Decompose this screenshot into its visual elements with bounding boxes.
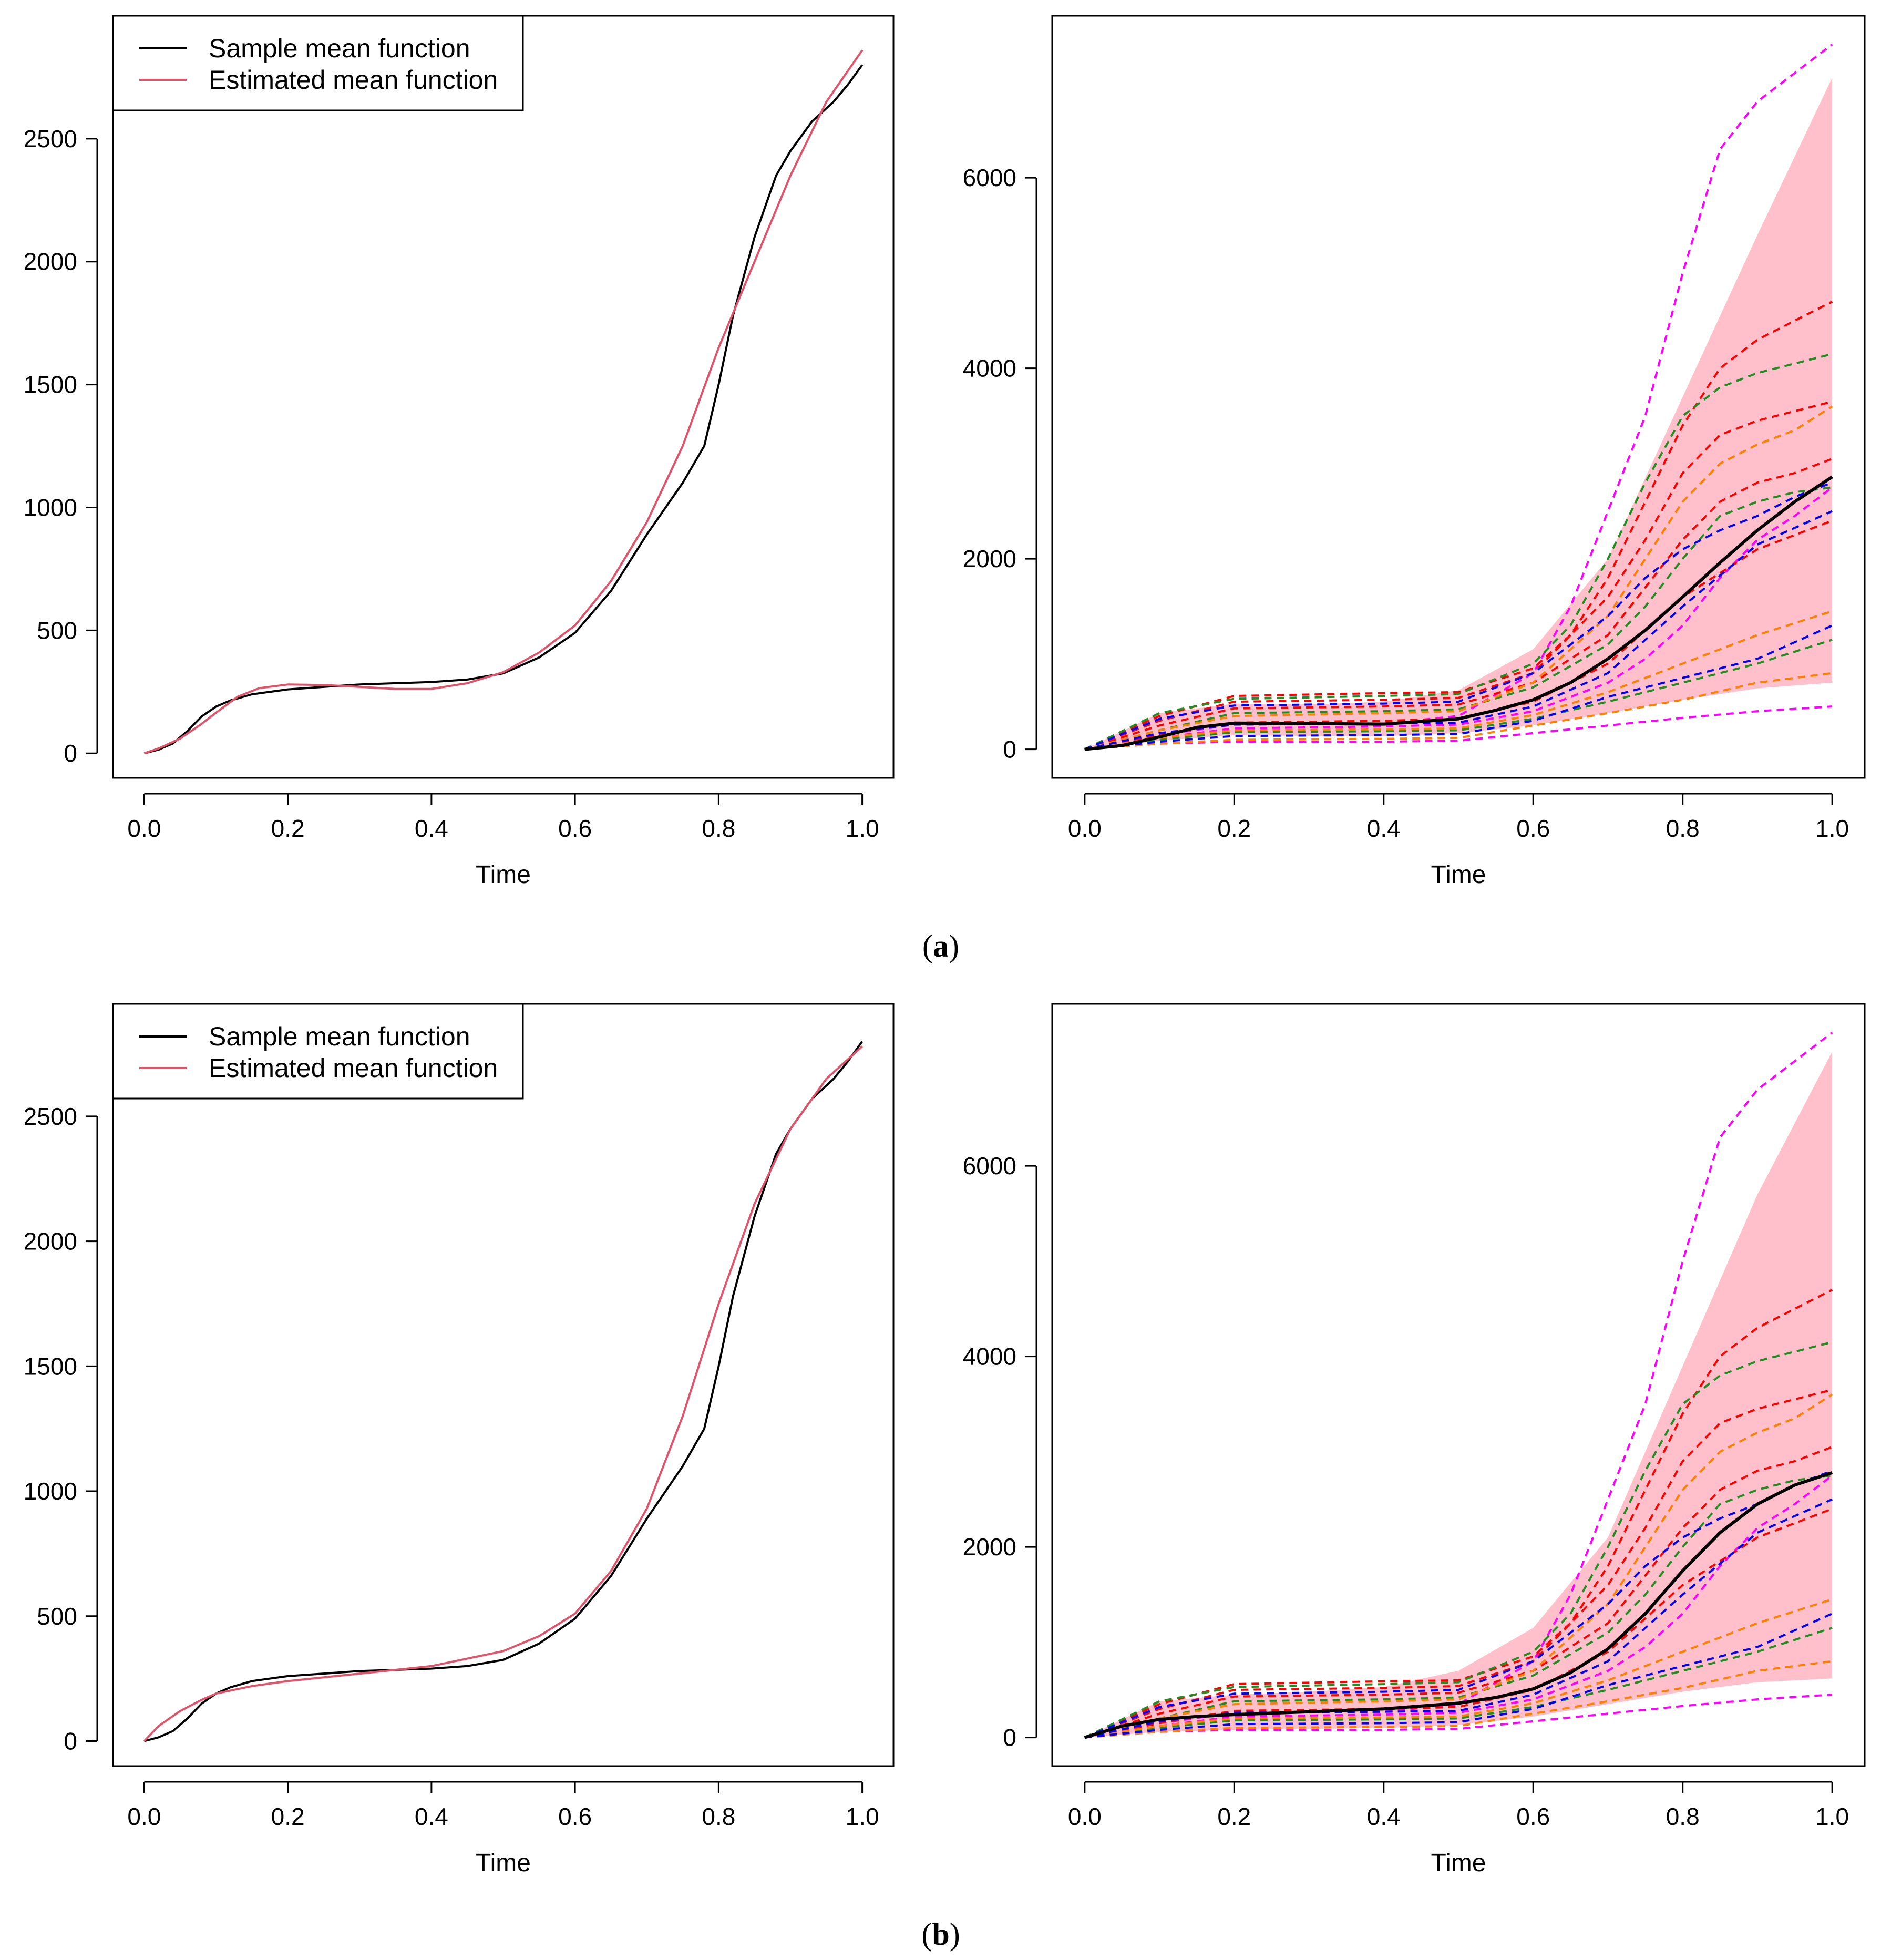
x-axis-title: Time [476,1849,531,1877]
x-tick-label: 0.0 [127,815,161,842]
panel-a-right-chart: 0.0 0.2 0.4 0.6 0.8 1.0 Time 0 2000 4000 6000 [963,15,1866,889]
confidence-band [1084,77,1833,750]
mean-curve [1084,1471,1833,1739]
y-tick-label: 0 [64,1727,77,1754]
x-tick-label: 0.0 [1068,815,1102,842]
x-tick-label: 0.4 [415,1803,448,1830]
individual-curve-5 [1084,401,1833,751]
y-tick-label: 0 [1003,1724,1016,1751]
legend-label: Sample mean function [209,34,470,63]
x-tick-label: 0.4 [1367,1803,1401,1830]
individual-curve-4 [1084,301,1833,751]
x-tick-label: 0.8 [702,815,735,842]
legend-label: Estimated mean function [209,65,498,95]
y-tick-label: 4000 [963,355,1016,382]
x-tick-label: 0.4 [1367,815,1401,842]
sample-mean-line [143,1041,864,1742]
panel-a-left-chart: 0.0 0.2 0.4 0.6 0.8 1.0 Time 0 500 1000 1500 2000 25… [24,15,895,889]
x-tick-label: 0.6 [558,815,592,842]
x-tick-label: 0.4 [415,815,448,842]
estimated-mean-line [143,1045,863,1742]
legend-box [112,1003,524,1100]
individual-curve-5 [1084,1389,1833,1739]
x-tick-label: 0.6 [558,1803,592,1830]
individual-curve-3 [1084,705,1833,751]
individual-curve-6 [1084,1445,1833,1739]
sample-mean-line [143,64,864,755]
y-tick-label: 2000 [24,1228,77,1255]
plot-frame [1051,15,1866,779]
x-tick-label: 0.8 [702,1803,735,1830]
legend-box [112,15,524,111]
individual-curve-4 [1084,1289,1833,1739]
x-tick-label: 0.6 [1516,1803,1550,1830]
individual-curve-12 [1084,610,1833,751]
y-tick-label: 6000 [963,1152,1016,1179]
individual-curve-9 [1084,1474,1833,1739]
caption-a: (a) [922,929,959,963]
x-axis-title: Time [476,861,531,889]
plot-frame [1051,1003,1866,1767]
panel-b-left-chart: 0.0 0.2 0.4 0.6 0.8 1.0 Time 0 500 1000 1500 2000 25… [24,1003,895,1877]
x-tick-label: 0.6 [1516,815,1550,842]
x-tick-label: 0.2 [271,815,305,842]
y-tick-label: 2000 [963,1533,1016,1561]
y-tick-label: 1000 [24,494,77,521]
caption-b: (b) [921,1917,960,1952]
x-tick-label: 0.2 [1217,815,1251,842]
y-tick-label: 6000 [963,164,1016,191]
y-tick-label: 500 [37,1603,77,1630]
x-tick-label: 0.2 [1217,1803,1251,1830]
individual-curve-3 [1084,1694,1833,1739]
x-tick-label: 0.8 [1666,815,1700,842]
x-axis-title: Time [1431,1849,1486,1877]
individual-curve-6 [1084,457,1833,751]
y-tick-label: 2000 [963,545,1016,572]
x-tick-label: 1.0 [1815,815,1849,842]
y-tick-label: 500 [37,617,77,644]
x-axis-title: Time [1431,861,1486,889]
panel-b-right-chart: 0.0 0.2 0.4 0.6 0.8 1.0 Time 0 2000 4000 6000 [963,1003,1866,1877]
individual-curve-8 [1084,1341,1833,1739]
mean-curve [1084,475,1833,751]
legend-label: Sample mean function [209,1022,470,1051]
individual-curve-16 [1084,624,1833,751]
x-tick-label: 0.0 [127,1803,161,1830]
legend-label: Estimated mean function [209,1053,498,1083]
y-tick-label: 2500 [24,125,77,152]
y-tick-label: 1000 [24,1477,77,1505]
individual-curve-2 [1084,1474,1833,1739]
x-tick-label: 1.0 [846,815,879,842]
estimated-mean-line [143,49,864,755]
individual-curve-12 [1084,1598,1833,1739]
x-tick-label: 0.2 [271,1803,305,1830]
x-tick-label: 1.0 [1815,1803,1849,1830]
individual-curve-14 [1084,481,1833,751]
x-tick-label: 0.0 [1068,1803,1102,1830]
y-tick-label: 2500 [24,1103,77,1130]
individual-curve-9 [1084,486,1833,751]
individual-curve-16 [1084,1613,1833,1739]
plot-frame [112,15,895,779]
y-tick-label: 1500 [24,1352,77,1380]
y-tick-label: 4000 [963,1343,1016,1370]
confidence-band [1084,1051,1833,1738]
x-tick-label: 0.8 [1666,1803,1700,1830]
x-tick-label: 1.0 [846,1803,879,1830]
y-tick-label: 1500 [24,371,77,398]
y-tick-label: 2000 [24,248,77,275]
individual-curve-8 [1084,353,1833,751]
y-tick-label: 0 [64,740,77,767]
individual-curve-2 [1084,486,1833,751]
y-tick-label: 0 [1003,736,1016,763]
